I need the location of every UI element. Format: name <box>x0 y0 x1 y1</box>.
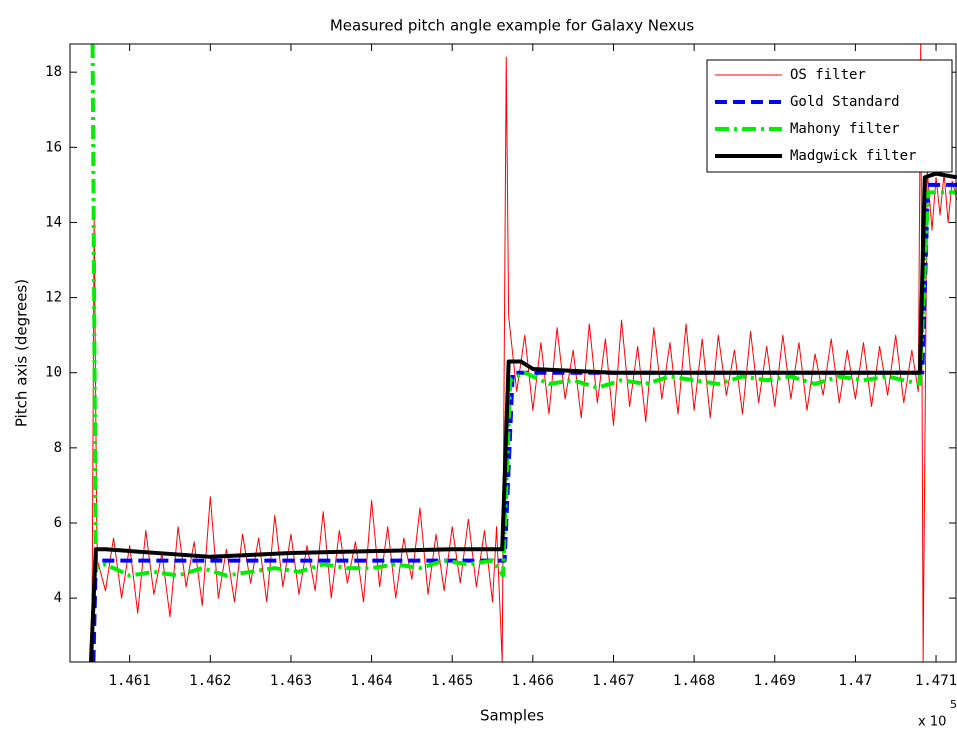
x-tick-label: 1.471 <box>915 673 957 689</box>
x-tick-label: 1.467 <box>592 673 634 689</box>
y-tick-label: 4 <box>54 590 62 606</box>
y-tick-label: 8 <box>54 440 62 456</box>
x-axis-label: Samples <box>480 707 544 725</box>
legend-label: OS filter <box>790 67 866 83</box>
chart-title: Measured pitch angle example for Galaxy … <box>330 17 695 35</box>
y-tick-label: 10 <box>45 365 62 381</box>
legend: OS filter Gold Standard Mahony filter Madgw… <box>706 59 953 173</box>
x-tick-label: 1.469 <box>754 673 796 689</box>
x-tick-label: 1.464 <box>351 673 393 689</box>
y-tick-label: 6 <box>54 515 62 531</box>
x-tick-label: 1.466 <box>512 673 554 689</box>
x-tick-label: 1.462 <box>189 673 231 689</box>
y-tick-label: 12 <box>45 290 62 306</box>
x-multiplier-exponent: 5 <box>950 698 957 711</box>
y-tick-label: 16 <box>45 139 62 155</box>
x-tick-label: 1.47 <box>839 673 873 689</box>
axes-frame <box>69 43 957 663</box>
axes: 1.461 1.462 1.463 1.464 1.465 1.466 1.467 1.468… <box>45 44 957 689</box>
y-tick-label: 18 <box>45 64 62 80</box>
x-tick-label: 1.461 <box>109 673 151 689</box>
legend-label: Madgwick filter <box>790 148 916 164</box>
series-line <box>88 171 957 662</box>
x-multiplier: x 10 <box>918 715 946 730</box>
legend-box <box>706 59 953 173</box>
x-tick-label: 1.463 <box>270 673 312 689</box>
x-tick-label: 1.468 <box>673 673 715 689</box>
legend-label: Mahony filter <box>790 121 900 137</box>
x-tick-label: 1.465 <box>431 673 473 689</box>
y-axis-label: Pitch axis (degrees) <box>13 279 31 427</box>
y-tick-label: 14 <box>45 214 62 230</box>
legend-label: Gold Standard <box>790 94 900 110</box>
plot-area <box>88 44 957 662</box>
